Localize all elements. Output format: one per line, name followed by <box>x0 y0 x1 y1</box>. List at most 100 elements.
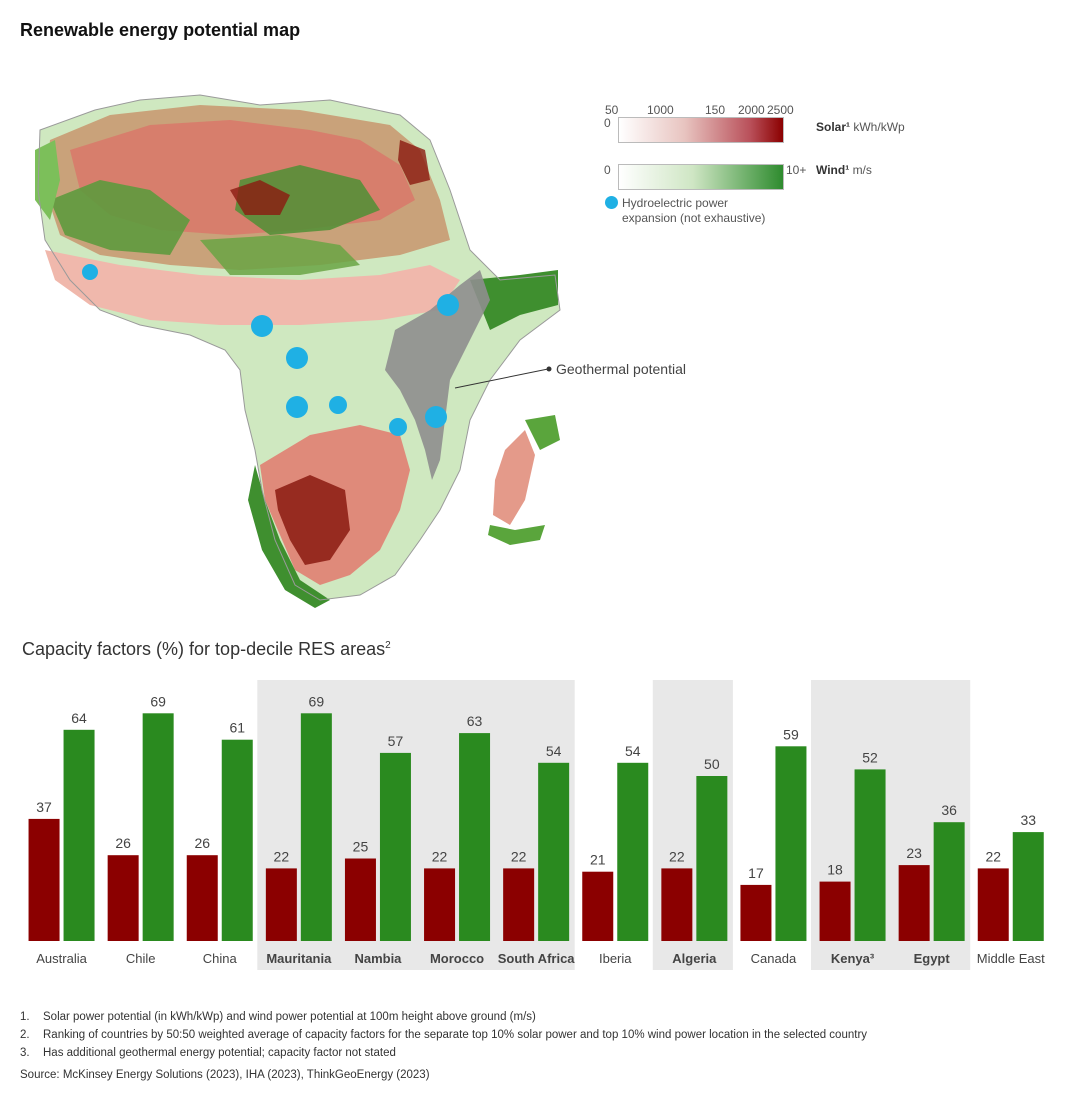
wind-value-label: 63 <box>467 713 483 729</box>
wind-legend-label: Wind¹ m/s <box>816 163 872 177</box>
solar-bar <box>265 868 297 941</box>
solar-legend-zero: 0 <box>604 116 611 130</box>
solar-bar <box>107 855 139 941</box>
footnote-number: 1. <box>20 1011 30 1023</box>
solar-value-label: 26 <box>115 835 131 851</box>
solar-value-label: 23 <box>906 845 922 861</box>
geothermal-leader <box>454 368 549 389</box>
wind-bar <box>300 713 332 941</box>
wind-bar <box>221 739 253 941</box>
category-label: Middle East <box>977 951 1045 966</box>
solar-bar <box>582 871 614 941</box>
map-madagascar-north <box>525 415 560 450</box>
footnote-number: 3. <box>20 1047 30 1059</box>
solar-gradient-bar <box>618 117 784 143</box>
hydro-dot <box>82 264 98 280</box>
solar-value-label: 22 <box>511 848 527 864</box>
footnote: 3. Has additional geothermal energy poten… <box>20 1044 867 1062</box>
hydro-dot <box>329 396 347 414</box>
solar-bar <box>819 881 851 941</box>
footnote: 1. Solar power potential (in kWh/kWp) and… <box>20 1008 867 1026</box>
wind-bar <box>1012 832 1044 941</box>
solar-bar <box>28 818 60 941</box>
solar-tick: 1000 <box>647 103 674 117</box>
solar-value-label: 26 <box>194 835 210 851</box>
chart-title-sup: 2 <box>385 640 391 651</box>
category-label: Chile <box>126 951 156 966</box>
category-label: Iberia <box>599 951 632 966</box>
wind-label-unit: m/s <box>852 163 872 177</box>
map-title: Renewable energy potential map <box>20 20 301 40</box>
solar-bar <box>977 868 1009 941</box>
map-north-dark2 <box>398 140 430 185</box>
wind-value-label: 69 <box>150 693 166 709</box>
solar-value-label: 25 <box>353 839 369 855</box>
category-label: Mauritania <box>266 951 332 966</box>
wind-value-label: 54 <box>546 743 562 759</box>
category-label: Morocco <box>430 951 484 966</box>
wind-bar <box>617 762 649 941</box>
category-label: Algeria <box>672 951 717 966</box>
map-north-green2 <box>235 165 380 235</box>
wind-bar <box>63 729 95 941</box>
map-south-dark <box>275 475 350 565</box>
solar-tick: 150 <box>705 103 726 117</box>
wind-value-label: 50 <box>704 756 720 772</box>
wind-bar <box>379 752 411 941</box>
solar-label-bold: Solar¹ <box>816 120 851 134</box>
hydro-legend-dot <box>605 196 618 209</box>
solar-value-label: 37 <box>36 799 52 815</box>
wind-value-label: 57 <box>388 733 404 749</box>
footnote-number: 2. <box>20 1029 30 1041</box>
geothermal-label: Geothermal potential <box>556 361 686 377</box>
solar-bar <box>740 884 772 941</box>
wind-bar <box>459 733 491 941</box>
hydro-dot <box>389 418 407 436</box>
africa-map <box>35 94 561 608</box>
solar-value-label: 18 <box>827 862 843 878</box>
hydro-dot <box>286 347 308 369</box>
wind-legend-max: 10+ <box>786 163 807 177</box>
footnote-text: Ranking of countries by 50:50 weighted a… <box>43 1029 868 1041</box>
category-label: Australia <box>36 951 87 966</box>
wind-bar <box>933 822 965 941</box>
map-west-wind <box>35 140 60 220</box>
hydro-legend-line1: Hydroelectric power <box>622 196 729 210</box>
wind-bar <box>142 713 174 941</box>
wind-value-label: 33 <box>1020 812 1036 828</box>
footnote: 2. Ranking of countries by 50:50 weighted… <box>20 1026 867 1044</box>
hydro-dot <box>251 315 273 337</box>
wind-value-label: 61 <box>229 720 245 736</box>
wind-bar <box>854 769 886 941</box>
solar-value-label: 22 <box>985 848 1001 864</box>
map-outline <box>37 94 561 601</box>
solar-legend-label: Solar¹ kWh/kWp <box>816 120 905 134</box>
category-label: China <box>203 951 238 966</box>
category-label: Egypt <box>914 951 951 966</box>
solar-bar <box>424 868 456 941</box>
solar-bar <box>661 868 693 941</box>
solar-bar <box>186 855 218 941</box>
hydro-legend-label: Hydroelectric power expansion (not exhau… <box>622 196 765 226</box>
hydro-legend-line2: expansion (not exhaustive) <box>622 211 766 225</box>
map-horn-wind <box>470 270 558 330</box>
wind-gradient-bar <box>618 164 784 190</box>
hydro-dot <box>286 396 308 418</box>
solar-value-label: 21 <box>590 852 606 868</box>
wind-value-label: 52 <box>862 749 878 765</box>
wind-bar <box>696 776 728 941</box>
wind-label-bold: Wind¹ <box>816 163 850 177</box>
footnote-text: Has additional geothermal energy potenti… <box>43 1047 396 1059</box>
solar-tick: 50 <box>605 103 619 117</box>
solar-bar <box>344 858 376 941</box>
solar-tick: 2000 <box>738 103 765 117</box>
map-north-green1 <box>50 180 190 255</box>
wind-legend-zero: 0 <box>604 163 611 177</box>
solar-value-label: 22 <box>669 848 685 864</box>
category-label: South Africa <box>498 951 576 966</box>
geothermal-area <box>385 270 490 480</box>
category-label: Canada <box>751 951 797 966</box>
capacity-bar-chart: 37 64 Australia 26 69 Chile 26 61 China 22 69 Mauri… <box>28 680 1045 970</box>
wind-value-label: 59 <box>783 726 799 742</box>
wind-value-label: 54 <box>625 743 641 759</box>
